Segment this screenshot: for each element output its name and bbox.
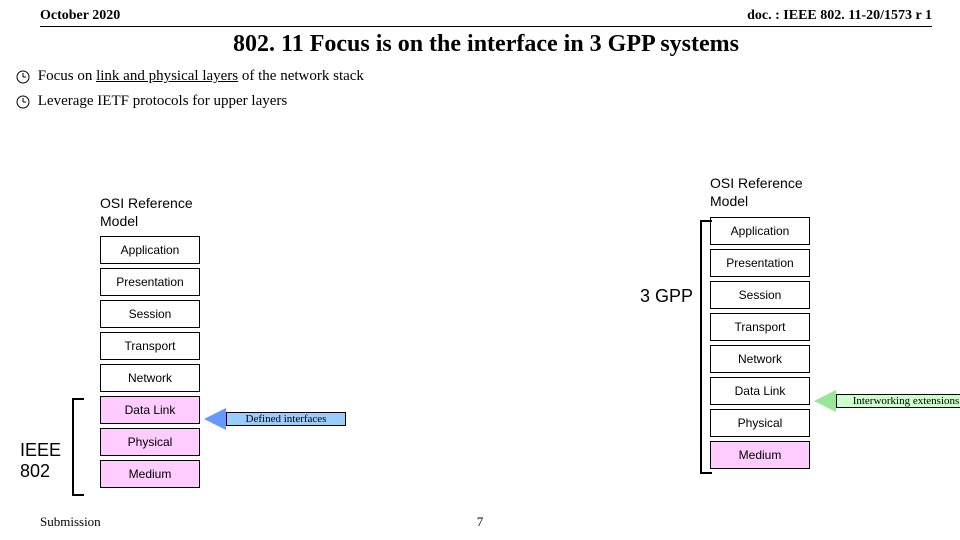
layer-data-link: Data Link xyxy=(710,377,810,405)
bullet-1-u: link and physical layers xyxy=(96,68,238,84)
bullet-2-text: Leverage IETF protocols for upper layers xyxy=(38,93,288,109)
osi-label-right: OSI ReferenceModel xyxy=(710,175,803,210)
3gpp-label: 3 GPP xyxy=(640,286,693,307)
bullet-1-pre: Focus on xyxy=(38,68,96,84)
layer-physical: Physical xyxy=(710,409,810,437)
arrow-head-icon xyxy=(204,408,226,430)
layer-session: Session xyxy=(100,300,200,328)
bullet-2: Leverage IETF protocols for upper layers xyxy=(16,93,960,110)
osi-label-left: OSI ReferenceModel xyxy=(100,195,193,230)
header-date: October 2020 xyxy=(40,8,120,24)
footer-page-number: 7 xyxy=(477,514,484,530)
arrow-inter-label: Interworking extensions xyxy=(836,394,960,408)
clock-icon xyxy=(16,70,30,84)
arrow-defined-label: Defined interfaces xyxy=(226,412,346,426)
layer-application: Application xyxy=(100,236,200,264)
ieee-802-label: IEEE802 xyxy=(20,440,61,482)
layer-presentation: Presentation xyxy=(100,268,200,296)
layer-medium: Medium xyxy=(710,441,810,469)
layer-transport: Transport xyxy=(100,332,200,360)
footer-submission: Submission xyxy=(40,514,101,530)
layer-transport: Transport xyxy=(710,313,810,341)
clock-icon xyxy=(16,95,30,109)
arrow-interworking-extensions: Interworking extensions xyxy=(814,390,960,412)
osi-stack-right: Application Presentation Session Transport N… xyxy=(710,217,810,473)
layer-presentation: Presentation xyxy=(710,249,810,277)
header-rule xyxy=(40,26,932,27)
layer-application: Application xyxy=(710,217,810,245)
layer-network: Network xyxy=(100,364,200,392)
layer-network: Network xyxy=(710,345,810,373)
arrow-head-icon xyxy=(814,390,836,412)
page-title: 802. 11 Focus is on the interface in 3 G… xyxy=(40,31,932,58)
layer-medium: Medium xyxy=(100,460,200,488)
layer-physical: Physical xyxy=(100,428,200,456)
osi-stack-left: Application Presentation Session Transport N… xyxy=(100,236,200,492)
bullet-1-post: of the network stack xyxy=(238,68,364,84)
bullet-1: Focus on link and physical layers of the… xyxy=(16,68,960,85)
header-docnum: doc. : IEEE 802. 11-20/1573 r 1 xyxy=(747,8,932,24)
layer-data-link: Data Link xyxy=(100,396,200,424)
arrow-defined-interfaces: Defined interfaces xyxy=(204,408,346,430)
layer-session: Session xyxy=(710,281,810,309)
